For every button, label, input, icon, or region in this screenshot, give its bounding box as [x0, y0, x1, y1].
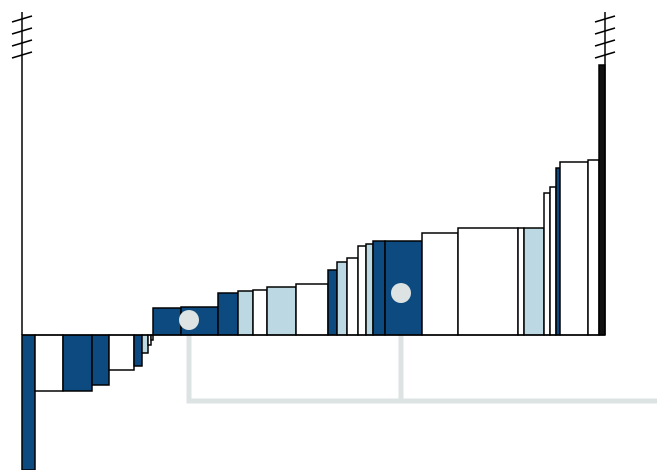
bar — [336, 261, 348, 336]
bar — [217, 292, 239, 336]
bar — [365, 243, 374, 336]
bar — [517, 227, 525, 336]
bar — [357, 245, 367, 336]
bar — [523, 227, 545, 336]
bar — [237, 290, 254, 336]
bar — [372, 240, 386, 336]
bars — [21, 64, 606, 470]
callout-dot — [179, 310, 199, 330]
bar — [421, 232, 459, 336]
axes — [11, 12, 616, 336]
bar — [141, 334, 149, 354]
bar — [346, 257, 359, 336]
axis-break — [594, 15, 616, 59]
bar — [266, 286, 297, 336]
bar — [34, 334, 64, 392]
bar — [598, 64, 606, 336]
bar — [108, 334, 135, 371]
bar — [543, 192, 551, 336]
bar — [21, 334, 36, 470]
bar — [62, 334, 93, 392]
bar — [559, 161, 589, 336]
bar — [327, 269, 338, 336]
bar — [133, 334, 143, 367]
bar — [549, 186, 557, 336]
callout-dots — [179, 283, 411, 330]
bar — [295, 283, 329, 336]
bar — [152, 307, 182, 336]
axis-break — [11, 15, 33, 59]
bar — [252, 289, 268, 336]
callout-line — [186, 320, 657, 404]
bar — [91, 334, 110, 386]
callout-dot — [391, 283, 411, 303]
bar — [457, 227, 519, 336]
bar — [587, 159, 600, 336]
